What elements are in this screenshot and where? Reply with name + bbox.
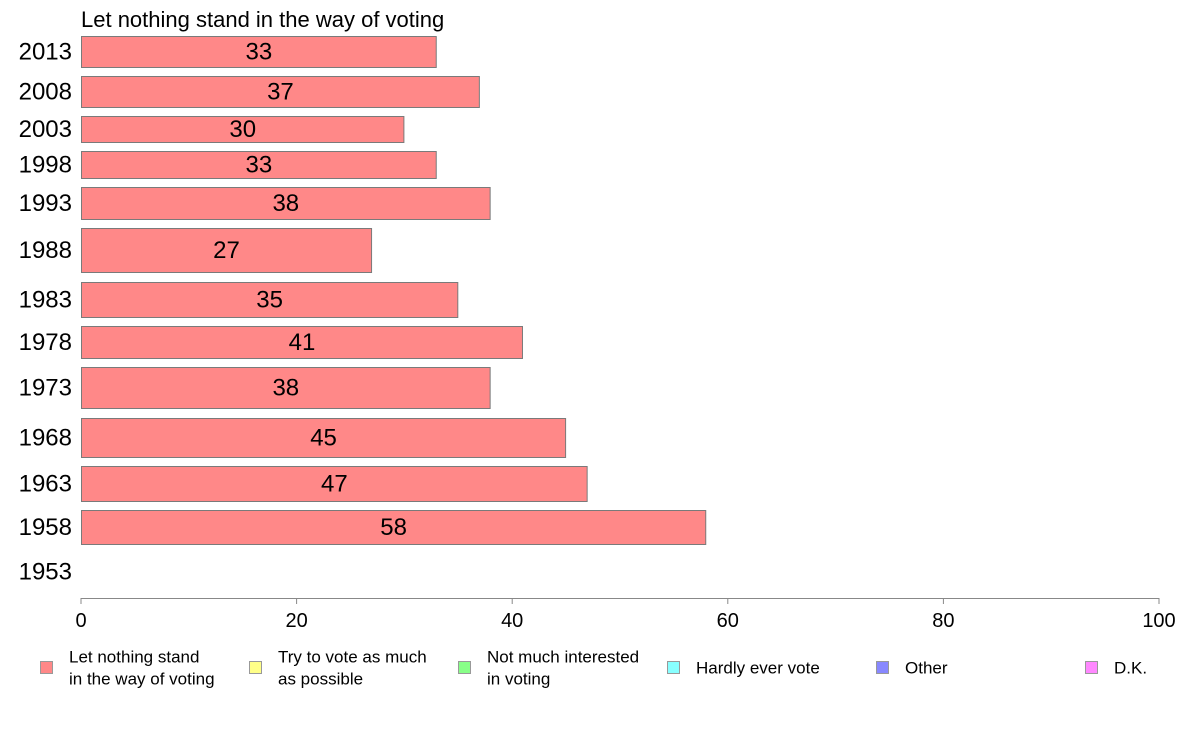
bar: [81, 510, 707, 545]
data-label: 45: [310, 425, 337, 452]
data-label: 58: [380, 514, 407, 541]
data-label: 30: [229, 116, 256, 143]
legend-swatch: [458, 661, 471, 674]
category-label: 1973: [19, 375, 72, 402]
category-label: 1953: [19, 559, 72, 586]
legend-entry: Not much interested in voting: [458, 648, 639, 689]
category-label: 1983: [19, 287, 72, 314]
category-label: 2008: [19, 79, 72, 106]
x-tick-label: 20: [285, 610, 307, 632]
x-tick-label: 0: [75, 610, 86, 632]
legend-swatch: [667, 661, 680, 674]
bar: [81, 326, 523, 359]
legend-label: Other: [905, 659, 948, 678]
bar: [81, 151, 437, 179]
data-label: 27: [213, 237, 240, 264]
bar: [81, 282, 459, 318]
legend: Let nothing stand in the way of voting Try…: [40, 648, 1147, 689]
category-label: 1988: [19, 237, 72, 264]
category-label: 1998: [19, 152, 72, 179]
category-label: 1958: [19, 514, 72, 541]
legend-label: in voting: [487, 670, 550, 689]
legend-label: Try to vote as much: [278, 648, 427, 667]
bar: [81, 367, 491, 409]
data-label: 33: [246, 39, 273, 66]
data-label: 47: [321, 471, 348, 498]
category-label: 2003: [19, 116, 72, 143]
x-axis: 0 20 40 60 80 100: [75, 598, 1176, 632]
bar: [81, 116, 405, 143]
data-label: 38: [272, 375, 299, 402]
category-label: 1963: [19, 471, 72, 498]
legend-label: Let nothing stand: [69, 648, 199, 667]
legend-entry: Try to vote as much as possible: [249, 648, 427, 689]
legend-swatch: [876, 661, 889, 674]
bar: [81, 187, 491, 220]
legend-entry: Let nothing stand in the way of voting: [40, 648, 215, 689]
x-tick-label: 60: [717, 610, 739, 632]
x-tick-label: 100: [1142, 610, 1175, 632]
legend-label: D.K.: [1114, 659, 1147, 678]
data-label: 33: [246, 152, 273, 179]
data-label: 35: [256, 287, 283, 314]
bar: [81, 228, 373, 273]
bar: [81, 36, 437, 68]
legend-entry: Other: [876, 659, 948, 678]
category-label: 1993: [19, 190, 72, 217]
category-label: 1968: [19, 425, 72, 452]
legend-label: in the way of voting: [69, 670, 215, 689]
data-label: 38: [272, 190, 299, 217]
legend-label: as possible: [278, 670, 363, 689]
x-tick-label: 40: [501, 610, 523, 632]
bar: [81, 466, 588, 502]
legend-swatch: [1085, 661, 1098, 674]
legend-swatch: [40, 661, 53, 674]
category-label: 2013: [19, 39, 72, 66]
legend-label: Not much interested: [487, 648, 639, 667]
data-label: 41: [289, 329, 316, 356]
legend-entry: D.K.: [1085, 659, 1147, 678]
bar: [81, 76, 480, 108]
chart-title: Let nothing stand in the way of voting: [81, 7, 444, 32]
category-label: 1978: [19, 329, 72, 356]
legend-entry: Hardly ever vote: [667, 659, 820, 678]
data-label: 37: [267, 79, 294, 106]
legend-swatch: [249, 661, 262, 674]
bar: [81, 418, 567, 458]
category-labels: 2013 2008 2003 1998 1993 1988 1983 1978 1973 1968…: [19, 39, 72, 586]
x-tick-label: 80: [932, 610, 954, 632]
legend-label: Hardly ever vote: [696, 659, 820, 678]
